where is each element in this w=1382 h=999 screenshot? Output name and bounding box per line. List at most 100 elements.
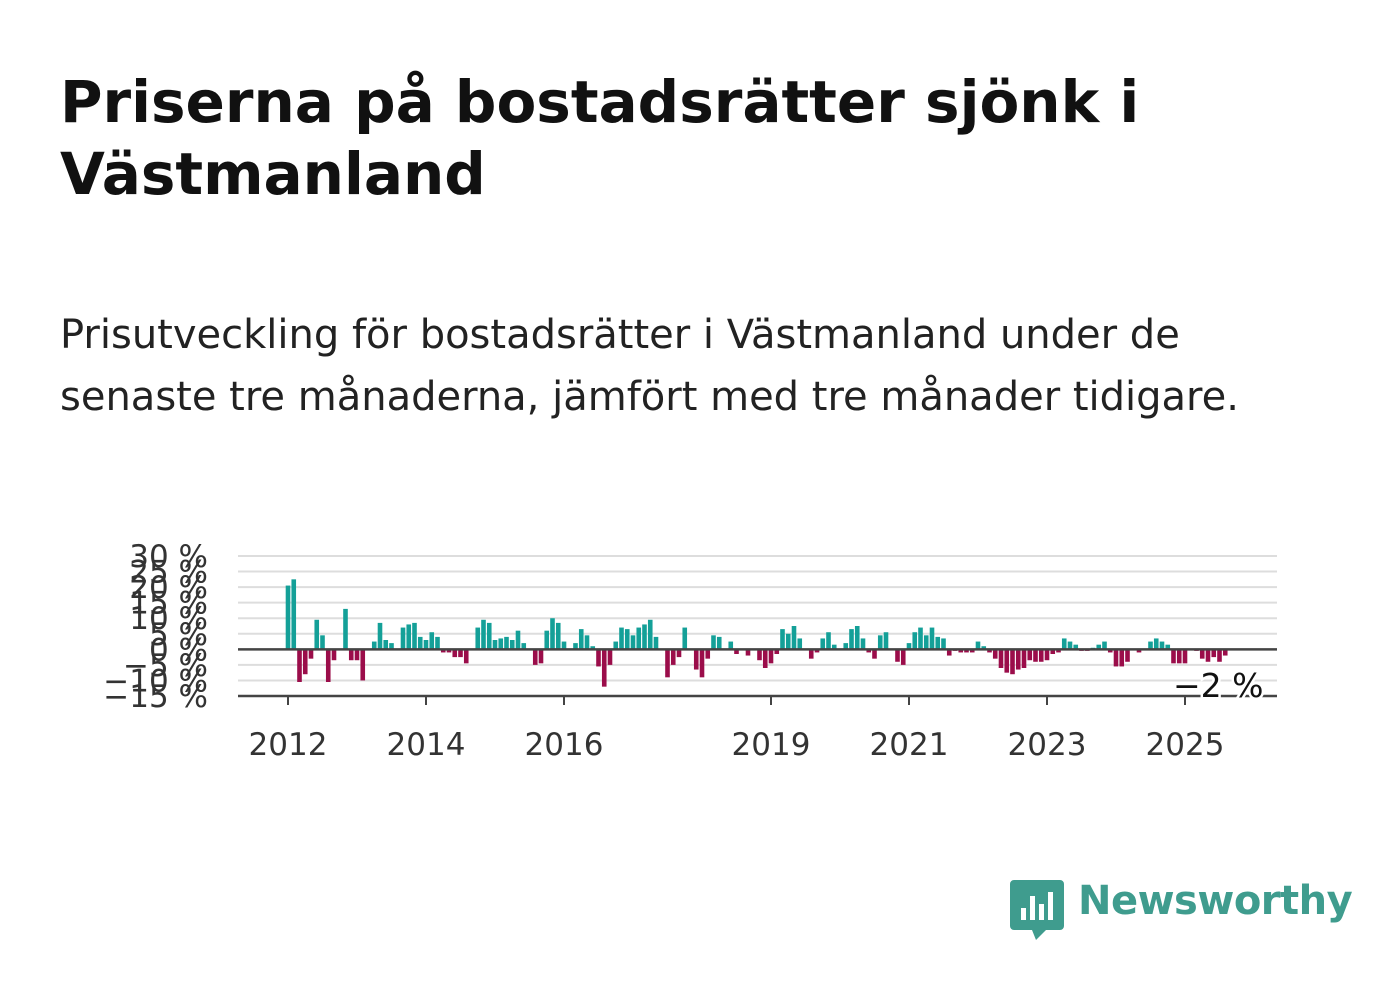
bar [498,638,504,650]
x-axis-labels: 2012 2014 2016 2019 2021 2023 2025 [249,727,1225,763]
y-tick-label: 20 % [129,570,208,606]
bar [1067,641,1073,650]
bar [383,640,389,650]
bar [693,649,699,670]
bar [1050,649,1056,654]
bar [596,649,601,667]
bar [308,649,314,659]
bar [561,641,567,650]
bar [320,635,325,650]
bar [900,649,906,665]
bar [291,579,297,650]
bar [624,629,630,650]
bar [360,649,366,681]
bar [1119,649,1125,667]
bar [1073,644,1079,650]
bar [630,635,636,650]
bar [400,627,406,650]
bar [578,629,584,650]
bar [1015,649,1021,670]
bar [314,619,320,650]
x-tick-label: 2019 [732,727,811,763]
bar [636,627,642,650]
bar [331,649,337,661]
x-tick-label: 2021 [870,727,949,763]
bar [992,649,998,659]
bar [1136,649,1142,653]
bar [757,649,762,661]
bar [969,649,975,653]
bar [613,641,619,650]
bar [854,626,860,650]
bar [452,649,458,658]
annotation-label: −2 % [1173,666,1264,705]
bar [964,649,969,653]
bar [1205,649,1211,662]
bar [941,638,946,650]
bar [929,627,935,650]
bar [1153,638,1159,650]
bar-chart: 30 %25 %20 %15 %10 %5 %0 %−5 %−10 %−15 %… [103,539,1277,763]
y-tick-label: 10 % [129,601,208,637]
bar [877,635,883,650]
y-tick-label: −10 % [103,663,208,699]
bar [785,633,791,650]
bar [935,636,941,650]
bar [820,638,826,650]
grid-lines [238,555,1277,697]
bar [1004,649,1010,673]
bar [906,643,912,650]
bar [1222,649,1228,656]
bar [515,630,521,650]
bar [665,649,670,678]
bar [538,649,544,664]
y-tick-label: 30 % [129,539,208,575]
bar [1021,649,1027,668]
bar [768,649,774,664]
bar [1176,649,1182,664]
bar-chart-bubble-icon [1010,880,1064,940]
bar [1096,644,1102,650]
bars [285,579,1228,687]
bar [1165,644,1171,650]
bar [918,627,923,650]
y-tick-label: −15 % [103,679,208,715]
bar [912,632,918,650]
bar [849,629,854,650]
y-tick-label: 15 % [129,586,208,622]
bar [774,649,780,654]
bar [981,646,987,650]
x-tick-label: 2016 [525,727,604,763]
bar [716,636,722,650]
bar [377,622,383,650]
x-tick-label: 2012 [249,727,328,763]
bar [354,649,360,661]
bar [446,649,452,653]
bar [521,643,527,650]
x-tick-label: 2025 [1146,727,1225,763]
bar [550,618,555,650]
bar [555,622,561,650]
bar [647,619,653,650]
bar [946,649,952,656]
bar [458,649,463,658]
bar [481,619,486,650]
bar [1027,649,1033,661]
bar [1217,649,1222,662]
bar [584,635,590,650]
bar [1010,649,1015,675]
bar [1033,649,1038,662]
bar [1044,649,1050,661]
chart-subtitle: Prisutveckling för bostadsrätter i Västm… [60,312,1239,420]
bar [532,649,538,665]
bar [601,649,607,687]
axes [238,648,1277,705]
bar [653,636,659,650]
bar [642,624,647,650]
bar [325,649,331,682]
y-tick-label: 5 % [149,617,208,653]
bar [435,636,440,650]
bar [791,626,797,650]
y-tick-label: 25 % [129,555,208,591]
bar [440,649,446,653]
